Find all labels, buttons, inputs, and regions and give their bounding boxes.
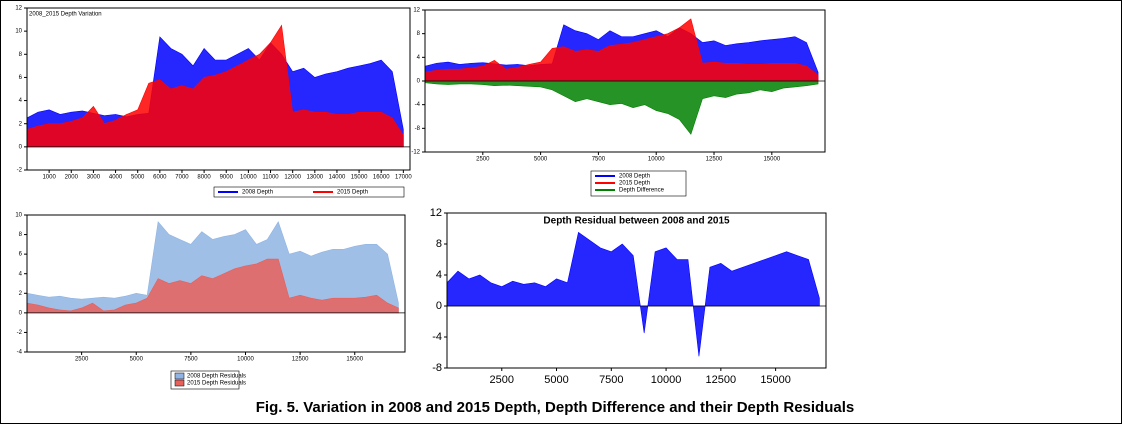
plot-frame xyxy=(424,9,826,153)
y-tick-label: 2 xyxy=(19,121,23,127)
x-tick-label: 3000 xyxy=(87,175,101,181)
x-tick-label: 15000 xyxy=(760,374,791,386)
y-tick-label: -2 xyxy=(17,330,23,336)
legend-frame xyxy=(170,370,240,390)
x-tick-label: 13000 xyxy=(306,175,323,181)
x-tick-label: 10000 xyxy=(237,357,254,363)
x-tick-label: 16000 xyxy=(373,175,390,181)
plot-frame xyxy=(446,212,827,369)
y-tick-label: 4 xyxy=(417,55,421,61)
y-tick-label: 12 xyxy=(15,6,22,12)
plot-frame xyxy=(26,214,406,353)
plot-frame xyxy=(26,7,411,171)
x-tick-label: 8000 xyxy=(197,175,211,181)
series-area xyxy=(26,221,399,314)
y-tick-label: 6 xyxy=(19,252,23,258)
chart-title: Depth Residual between 2008 and 2015 xyxy=(543,216,730,227)
y-tick-label: 12 xyxy=(430,207,442,219)
y-tick-label: 12 xyxy=(413,8,420,14)
x-tick-label: 11000 xyxy=(262,175,279,181)
legend-label: 2008 Depth xyxy=(619,174,650,180)
x-tick-label: 10000 xyxy=(240,175,257,181)
y-tick-label: 4 xyxy=(436,269,442,281)
y-tick-label: 0 xyxy=(19,144,23,150)
y-tick-label: -8 xyxy=(432,362,442,374)
chart-title: 2008_2015 Depth Variation xyxy=(29,12,102,18)
x-tick-label: 17000 xyxy=(395,175,412,181)
series-area xyxy=(26,24,404,148)
y-tick-label: 4 xyxy=(19,98,23,104)
x-tick-label: 15000 xyxy=(346,357,363,363)
x-tick-label: 10000 xyxy=(651,374,682,386)
y-tick-label: 10 xyxy=(15,213,22,219)
x-tick-label: 7500 xyxy=(184,357,198,363)
series-area xyxy=(424,80,819,135)
x-tick-label: 4000 xyxy=(109,175,123,181)
legend-label: 2015 Depth Residuals xyxy=(187,381,246,387)
x-tick-label: 15000 xyxy=(763,157,780,163)
legend-swatch xyxy=(174,372,185,380)
x-tick-label: 6000 xyxy=(153,175,167,181)
y-tick-label: 8 xyxy=(19,52,23,58)
x-tick-label: 15000 xyxy=(351,175,368,181)
y-tick-label: 0 xyxy=(436,300,442,312)
x-tick-label: 5000 xyxy=(131,175,145,181)
y-tick-label: 2 xyxy=(19,291,23,297)
legend-label: 2015 Depth xyxy=(619,181,650,187)
x-tick-label: 5000 xyxy=(534,157,548,163)
x-tick-label: 5000 xyxy=(130,357,144,363)
x-tick-label: 7500 xyxy=(599,374,623,386)
x-tick-label: 7500 xyxy=(592,157,606,163)
y-tick-label: -4 xyxy=(415,102,421,108)
legend-swatch xyxy=(174,379,185,387)
y-tick-label: -4 xyxy=(432,331,442,343)
y-tick-label: 10 xyxy=(15,29,22,35)
y-tick-label: -12 xyxy=(411,150,420,156)
legend-label: 2008 Depth xyxy=(242,190,273,196)
y-tick-label: -4 xyxy=(17,350,23,356)
x-tick-label: 12500 xyxy=(292,357,309,363)
y-tick-label: -8 xyxy=(415,126,421,132)
x-tick-label: 2500 xyxy=(476,157,490,163)
legend-label: Depth Difference xyxy=(619,188,665,194)
x-tick-label: 2500 xyxy=(490,374,514,386)
y-tick-label: 8 xyxy=(19,232,23,238)
x-tick-label: 12500 xyxy=(706,374,737,386)
y-tick-label: 8 xyxy=(417,31,421,37)
legend-label: 2015 Depth xyxy=(337,190,368,196)
series-area xyxy=(424,18,819,82)
x-tick-label: 12500 xyxy=(706,157,723,163)
x-tick-label: 1000 xyxy=(42,175,56,181)
y-tick-label: 0 xyxy=(417,79,421,85)
figure-caption: Fig. 5. Variation in 2008 and 2015 Depth… xyxy=(256,399,854,416)
y-tick-label: -2 xyxy=(17,168,23,174)
x-tick-label: 12000 xyxy=(284,175,301,181)
x-tick-label: 14000 xyxy=(329,175,346,181)
x-tick-label: 10000 xyxy=(648,157,665,163)
y-tick-label: 8 xyxy=(436,238,442,250)
series-area xyxy=(446,231,820,357)
y-tick-label: 4 xyxy=(19,271,23,277)
x-tick-label: 2500 xyxy=(75,357,89,363)
legend-label: 2008 Depth Residuals xyxy=(187,374,246,380)
x-tick-label: 9000 xyxy=(220,175,234,181)
x-tick-label: 5000 xyxy=(544,374,568,386)
x-tick-label: 2000 xyxy=(65,175,79,181)
x-tick-label: 7000 xyxy=(175,175,189,181)
y-tick-label: 6 xyxy=(19,75,23,81)
y-tick-label: 0 xyxy=(19,310,23,316)
series-area xyxy=(26,258,399,314)
legend-frame xyxy=(213,186,405,198)
